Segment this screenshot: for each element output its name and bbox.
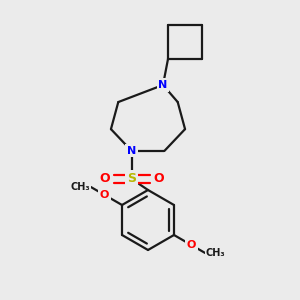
Text: O: O xyxy=(100,190,109,200)
Text: O: O xyxy=(153,172,164,185)
Text: CH₃: CH₃ xyxy=(206,248,225,258)
Text: S: S xyxy=(127,172,136,185)
Text: N: N xyxy=(127,146,136,156)
Text: N: N xyxy=(158,80,168,90)
Text: O: O xyxy=(187,239,196,250)
Text: CH₃: CH₃ xyxy=(71,182,90,192)
Text: O: O xyxy=(99,172,110,185)
